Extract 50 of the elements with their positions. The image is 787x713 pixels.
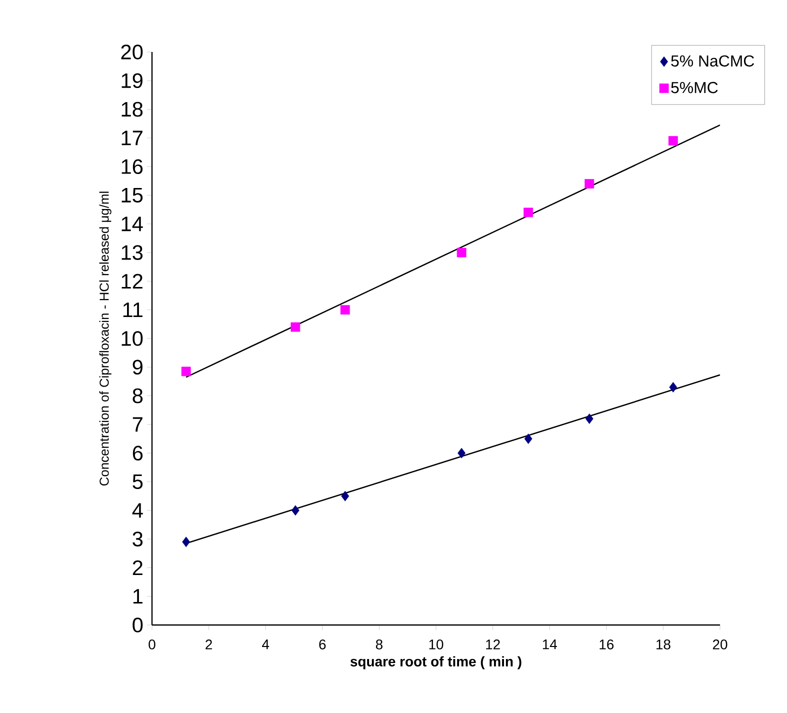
y-tick-label: 1 [133, 589, 142, 604]
point [290, 322, 300, 332]
x-axis-title: square root of time ( min ) [350, 656, 522, 670]
legend-label: 5%MC [671, 82, 718, 94]
x-tick-label: 18 [656, 640, 670, 650]
point [585, 414, 594, 424]
x-tick-label: 16 [600, 640, 614, 650]
point [291, 505, 300, 516]
y-tick-label: 6 [132, 446, 143, 461]
point [668, 136, 678, 146]
point [524, 434, 532, 444]
y-tick-label: 0 [132, 618, 143, 632]
y-tick-label: 9 [132, 360, 142, 375]
y-tick-label: 5 [132, 474, 143, 490]
point [584, 179, 594, 188]
y-tick-label: 7 [132, 417, 142, 432]
y-tick-label: 8 [132, 388, 143, 404]
y-tick-label: 19 [122, 73, 142, 88]
x-tick-label: 0 [148, 640, 156, 650]
y-tick-label: 20 [121, 44, 143, 60]
y-axis-title: Concentration of Ciprofloxacin - HCl released μg/ml [99, 192, 112, 486]
x-tick-label: 4 [262, 640, 270, 650]
x-tick-label: 14 [542, 640, 557, 650]
x-tick-label: 8 [376, 640, 382, 650]
point [341, 490, 350, 502]
y-tick-label: 18 [122, 102, 143, 117]
y-tick-label: 13 [122, 245, 143, 260]
y-tick-label: 10 [122, 331, 143, 346]
y-tick-label: 11 [123, 302, 142, 318]
x-tick-label: 10 [429, 640, 444, 650]
y-tick-label: 15 [122, 188, 143, 203]
y-tick-label: 16 [122, 159, 143, 174]
x-tick-label: 12 [486, 640, 500, 650]
y-tick-label: 14 [122, 216, 143, 232]
x-tick-label: 2 [206, 640, 212, 650]
y-tick-label: 2 [132, 560, 142, 576]
y-tick-label: 4 [132, 503, 143, 518]
point [456, 248, 466, 258]
x-tick-label: 20 [712, 640, 728, 650]
y-tick-label: 3 [132, 532, 143, 546]
point [669, 382, 678, 392]
legend-label: 5% NaCMC [671, 55, 754, 67]
y-tick-label: 17 [122, 130, 142, 146]
point [524, 208, 534, 218]
point [458, 448, 466, 458]
x-tick-label: 6 [319, 640, 326, 650]
y-tick-label: 12 [122, 274, 142, 288]
point [182, 536, 190, 548]
point [340, 305, 350, 315]
point [181, 366, 191, 376]
